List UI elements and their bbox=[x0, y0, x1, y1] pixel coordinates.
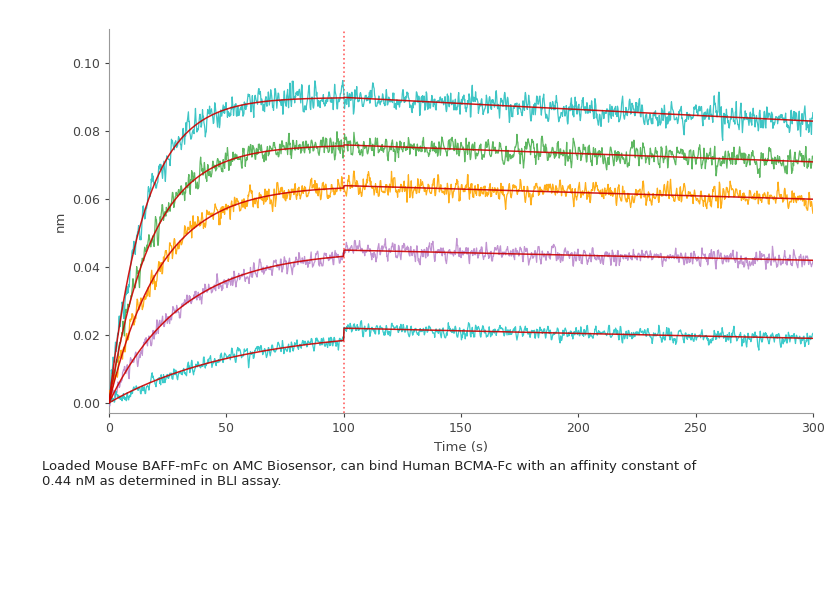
X-axis label: Time (s): Time (s) bbox=[434, 441, 488, 454]
Y-axis label: nm: nm bbox=[54, 211, 66, 232]
Text: Loaded Mouse BAFF-mFc on AMC Biosensor, can bind Human BCMA-Fc with an affinity : Loaded Mouse BAFF-mFc on AMC Biosensor, … bbox=[42, 460, 696, 488]
